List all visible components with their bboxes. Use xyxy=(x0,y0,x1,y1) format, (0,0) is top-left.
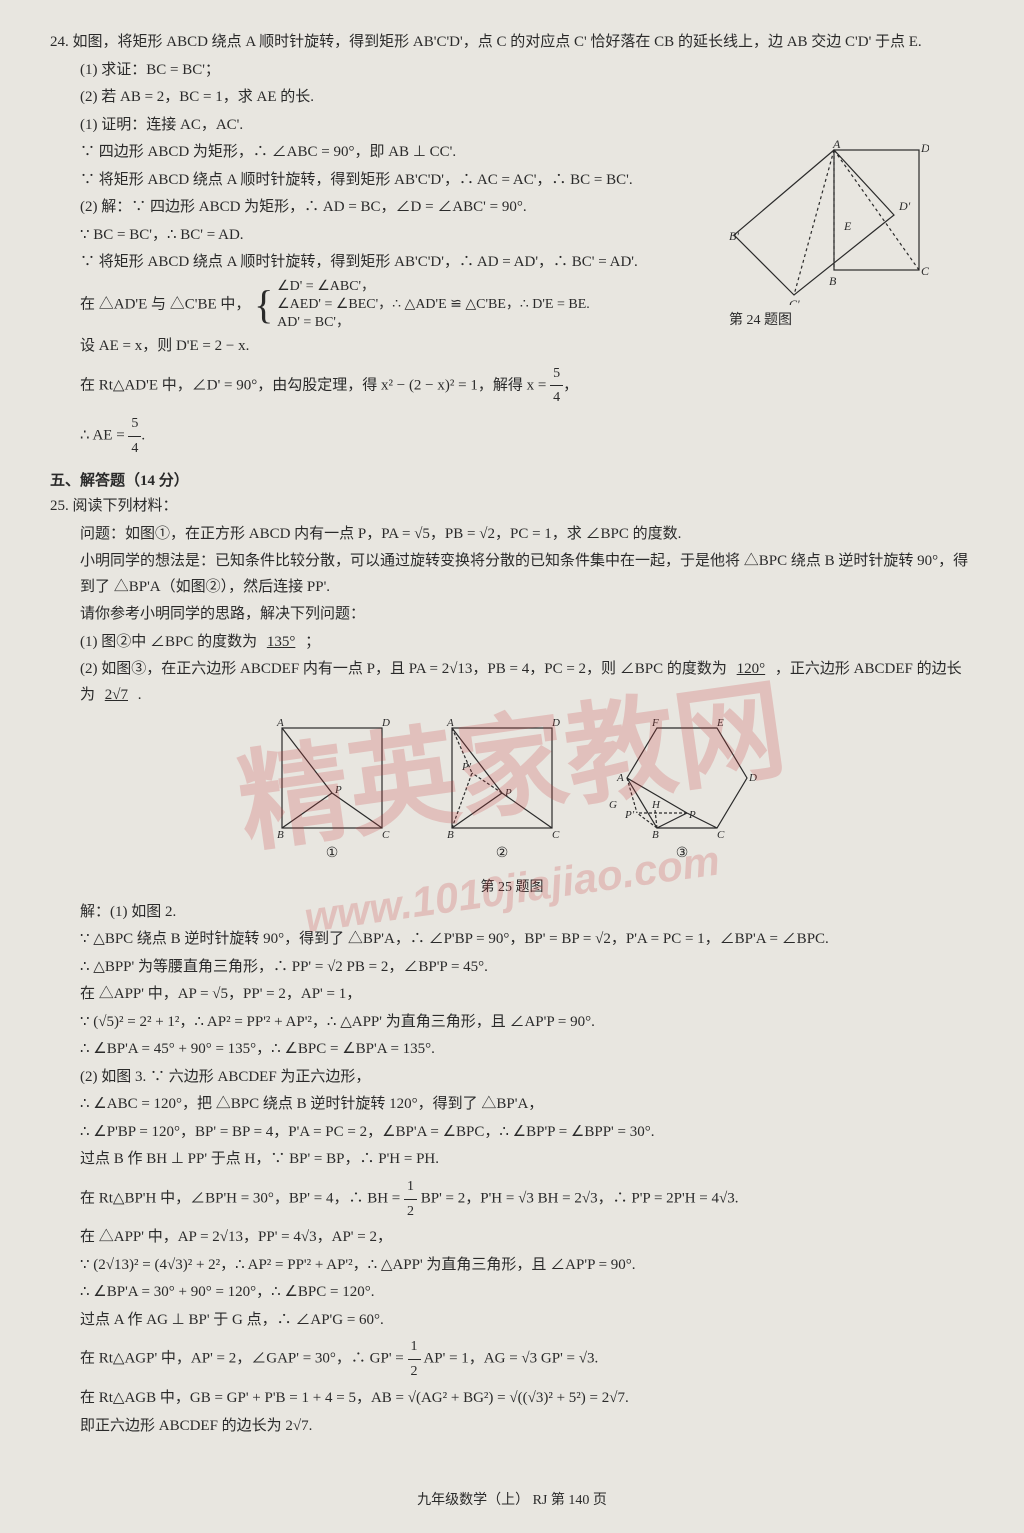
svg-text:P: P xyxy=(504,787,512,799)
q25-fig1: A D B C P ① xyxy=(267,718,397,866)
q25-p2-answer1: 120° xyxy=(731,661,772,677)
q25-p2: (2) 如图③，在正六边形 ABCDEF 内有一点 P，且 PA = 2√13，… xyxy=(50,657,974,708)
q25-s2e: 在 Rt△BP'H 中，∠BP'H = 30°，BP' = 4，∴ BH = 1… xyxy=(50,1175,974,1224)
svg-text:B: B xyxy=(829,274,837,288)
svg-text:D: D xyxy=(920,141,929,155)
section5-title: 五、解答题（14 分） xyxy=(50,469,974,495)
fraction-5-4: 54 xyxy=(550,362,563,411)
q25-figures: A D B C P ① A D B C xyxy=(50,718,974,866)
q25-m3: 请你参考小明同学的思路，解决下列问题： xyxy=(50,602,974,628)
q25-header: 25. 阅读下列材料： xyxy=(50,494,974,520)
svg-text:D: D xyxy=(748,772,757,784)
q24-part1: (1) 求证：BC = BC'； xyxy=(50,58,974,84)
fraction-1-2b: 12 xyxy=(408,1335,421,1384)
q24-s1a: (1) 证明：连接 AC，AC'. xyxy=(50,113,974,139)
q25-s2j: 在 Rt△AGP' 中，AP' = 2，∠GAP' = 30°，∴ GP' = … xyxy=(50,1335,974,1384)
q25-fig3: F E D C B A P P' G H ③ xyxy=(607,718,757,866)
q25-sol-head: 解：(1) 如图 2. xyxy=(50,900,974,926)
svg-text:F: F xyxy=(651,718,659,729)
q25-s1d: ∵ (√5)² = 2² + 1²，∴ AP² = PP'² + AP'²，∴ … xyxy=(50,1010,974,1036)
fig1-label: ① xyxy=(267,842,397,866)
svg-text:C': C' xyxy=(789,297,800,305)
q25-p2-answer2: 2√7 xyxy=(99,687,134,703)
fig2-label: ② xyxy=(437,842,567,866)
q24-s2g: ∴ AE = 54. xyxy=(50,412,974,461)
q24-fig-caption: 第 24 题图 xyxy=(729,309,929,333)
q25-s2b: ∴ ∠ABC = 120°，把 △BPC 绕点 B 逆时针旋转 120°，得到了… xyxy=(50,1092,974,1118)
svg-text:P: P xyxy=(688,809,696,821)
svg-text:P': P' xyxy=(624,809,635,821)
svg-text:B': B' xyxy=(729,229,739,243)
q25-s2f: 在 △APP' 中，AP = 2√13，PP' = 4√3，AP' = 2， xyxy=(50,1225,974,1251)
svg-text:H: H xyxy=(651,799,661,811)
q25-s2k: 在 Rt△AGB 中，GB = GP' + P'B = 1 + 4 = 5，AB… xyxy=(50,1386,974,1412)
q25-s2i: 过点 A 作 AG ⊥ BP' 于 G 点，∴ ∠AP'G = 60°. xyxy=(50,1308,974,1334)
q25-s1c: 在 △APP' 中，AP = √5，PP' = 2，AP' = 1， xyxy=(50,982,974,1008)
q25-s1a: ∵ △BPC 绕点 B 逆时针旋转 90°，得到了 △BP'A，∴ ∠P'BP … xyxy=(50,927,974,953)
q25-fig2: A D B C P P' ② xyxy=(437,718,567,866)
q25-s2c: ∴ ∠P'BP = 120°，BP' = BP = 4，P'A = PC = 2… xyxy=(50,1120,974,1146)
q24-s2e: 设 AE = x，则 D'E = 2 − x. xyxy=(50,334,974,360)
svg-text:E: E xyxy=(843,219,852,233)
q25-s2g: ∵ (2√13)² = (4√3)² + 2²，∴ AP² = PP'² + A… xyxy=(50,1253,974,1279)
q24-part2: (2) 若 AB = 2，BC = 1，求 AE 的长. xyxy=(50,85,974,111)
q25-s2a: (2) 如图 3. ∵ 六边形 ABCDEF 为正六边形， xyxy=(50,1065,974,1091)
q25-m1: 问题：如图①，在正方形 ABCD 内有一点 P，PA = √5，PB = √2，… xyxy=(50,522,974,548)
q25-number: 25. xyxy=(50,498,69,514)
svg-text:A: A xyxy=(446,718,454,729)
q25-s2d: 过点 B 作 BH ⊥ PP' 于点 H，∵ BP' = BP，∴ P'H = … xyxy=(50,1147,974,1173)
q25-s2h: ∴ ∠BP'A = 30° + 90° = 120°，∴ ∠BPC = 120°… xyxy=(50,1280,974,1306)
svg-text:A: A xyxy=(832,140,841,151)
q25-p1: (1) 图②中 ∠BPC 的度数为 135° ； xyxy=(50,630,974,656)
svg-text:B: B xyxy=(652,829,659,838)
q25-s1e: ∴ ∠BP'A = 45° + 90° = 135°，∴ ∠BPC = ∠BP'… xyxy=(50,1037,974,1063)
svg-text:C: C xyxy=(717,829,725,838)
q25-s1b: ∴ △BPP' 为等腰直角三角形，∴ PP' = √2 PB = 2，∠BP'P… xyxy=(50,955,974,981)
svg-text:D': D' xyxy=(898,199,911,213)
svg-text:P: P xyxy=(334,784,342,796)
page-footer: 九年级数学（上） RJ 第 140 页 xyxy=(0,1489,1024,1513)
svg-text:G: G xyxy=(609,799,617,811)
fraction-5-4-b: 54 xyxy=(128,412,141,461)
q24-figure: AD CB C'B' D'E 第 24 题图 xyxy=(729,140,929,320)
left-brace-icon: { xyxy=(254,293,273,317)
q25-s2l: 即正六边形 ABCDEF 的边长为 2√7. xyxy=(50,1414,974,1440)
q24-s2f: 在 Rt△AD'E 中，∠D' = 90°，由勾股定理，得 x² − (2 − … xyxy=(50,362,974,411)
svg-text:E: E xyxy=(716,718,724,729)
svg-text:B: B xyxy=(277,829,284,838)
q24-diagram: A D C B C' B' D' E xyxy=(729,140,929,305)
svg-text:A: A xyxy=(616,772,624,784)
svg-text:B: B xyxy=(447,829,454,838)
svg-text:C: C xyxy=(552,829,560,838)
svg-text:A: A xyxy=(276,718,284,729)
page-content: 24. 如图，将矩形 ABCD 绕点 A 顺时针旋转，得到矩形 AB'C'D'，… xyxy=(50,30,974,1439)
svg-text:D: D xyxy=(551,718,560,729)
q24-number: 24. xyxy=(50,34,69,50)
q25-p1-answer: 135° xyxy=(261,634,302,650)
q25-m2: 小明同学的想法是：已知条件比较分散，可以通过旋转变换将分散的已知条件集中在一起，… xyxy=(50,549,974,600)
svg-text:C: C xyxy=(382,829,390,838)
svg-text:C: C xyxy=(921,264,929,278)
fraction-1-2a: 12 xyxy=(404,1175,417,1224)
q24-intro: 24. 如图，将矩形 ABCD 绕点 A 顺时针旋转，得到矩形 AB'C'D'，… xyxy=(50,30,974,56)
svg-text:D: D xyxy=(381,718,390,729)
svg-text:P': P' xyxy=(461,761,472,773)
fig3-label: ③ xyxy=(607,842,757,866)
q25-fig-caption: 第 25 题图 xyxy=(50,876,974,900)
